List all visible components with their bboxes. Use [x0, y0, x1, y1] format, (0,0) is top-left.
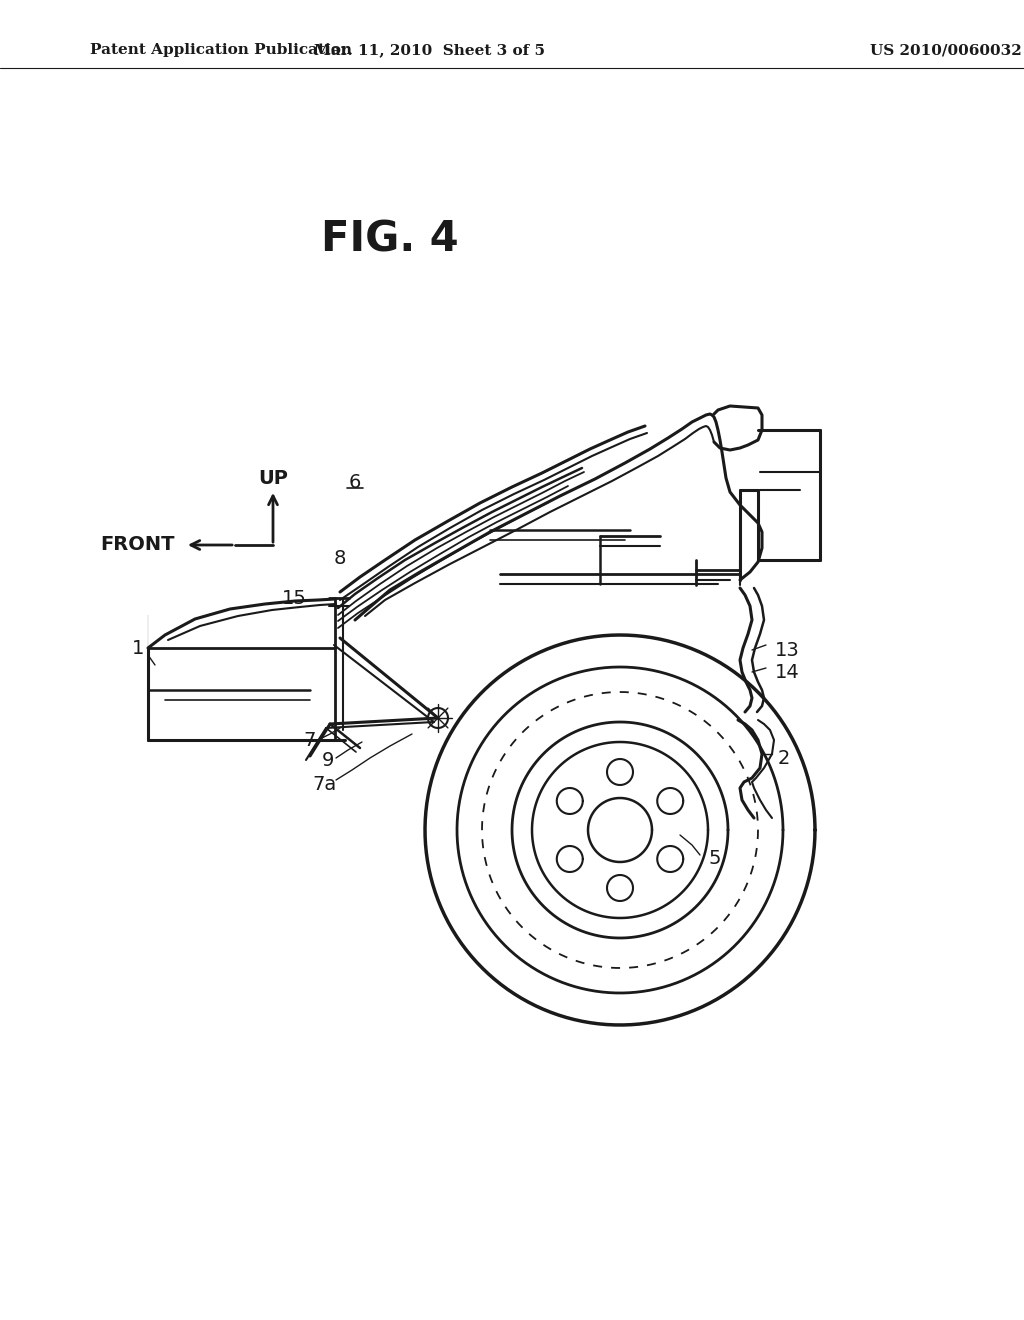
Text: 9: 9 [322, 751, 334, 770]
Text: Mar. 11, 2010  Sheet 3 of 5: Mar. 11, 2010 Sheet 3 of 5 [314, 44, 546, 57]
Text: FIG. 4: FIG. 4 [322, 219, 459, 261]
Text: 7a: 7a [312, 775, 336, 793]
Text: 15: 15 [282, 589, 306, 607]
Text: Patent Application Publication: Patent Application Publication [90, 44, 352, 57]
Text: UP: UP [258, 469, 288, 487]
Text: FRONT: FRONT [100, 536, 175, 554]
Text: 8: 8 [334, 549, 346, 568]
Text: 14: 14 [775, 663, 800, 681]
Text: 1: 1 [132, 639, 144, 657]
Text: 13: 13 [775, 640, 800, 660]
Text: 7: 7 [304, 730, 316, 750]
Text: US 2010/0060032 A1: US 2010/0060032 A1 [870, 44, 1024, 57]
Text: 6: 6 [349, 474, 361, 492]
Text: 5: 5 [708, 849, 721, 867]
Text: 2: 2 [778, 748, 791, 767]
